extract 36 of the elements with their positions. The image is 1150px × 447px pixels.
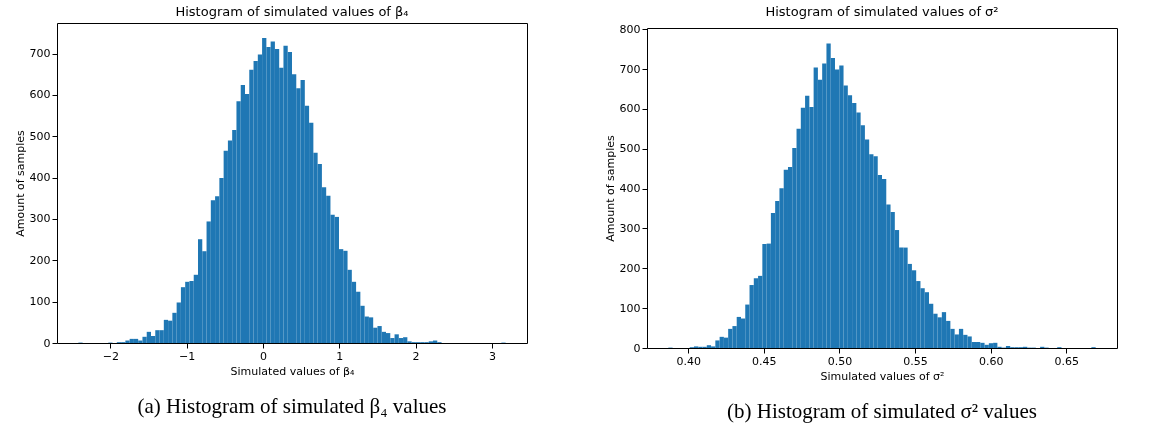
y-axis-title: Amount of samples xyxy=(603,134,617,242)
x-tick-label: −2 xyxy=(102,349,120,363)
y-tick-label: 100 xyxy=(29,295,51,309)
chart-title: Histogram of simulated values of β₄ xyxy=(175,4,409,19)
y-tick-label: 700 xyxy=(619,62,641,76)
y-tick-label: 500 xyxy=(29,129,51,143)
y-tick-label: 0 xyxy=(43,336,51,350)
chart-title: Histogram of simulated values of σ² xyxy=(765,4,999,20)
y-tick-label: 400 xyxy=(29,171,51,185)
y-tick-label: 800 xyxy=(619,22,641,36)
x-tick-label: 0.40 xyxy=(676,354,701,368)
y-tick-label: 300 xyxy=(619,221,641,235)
x-tick-label: 0.50 xyxy=(827,354,853,368)
y-tick-label: 500 xyxy=(619,142,641,156)
y-tick-label: 100 xyxy=(619,301,641,315)
y-tick-label: 600 xyxy=(29,88,51,102)
x-tick-label: 0.60 xyxy=(978,354,1004,368)
y-tick-label: 200 xyxy=(619,261,641,275)
y-tick-label: 300 xyxy=(29,212,51,226)
y-tick-label: 600 xyxy=(619,102,641,116)
x-tick-label: −1 xyxy=(179,349,196,363)
y-tick-label: 400 xyxy=(619,182,641,196)
y-axis-title: Amount of samples xyxy=(13,129,27,237)
x-tick-label: 0.55 xyxy=(903,354,928,368)
x-tick-label: 0 xyxy=(260,349,268,363)
y-tick-label: 700 xyxy=(29,47,51,61)
x-tick-label: 3 xyxy=(488,349,496,363)
x-tick-label: 0.65 xyxy=(1054,354,1080,368)
x-tick-label: 0.45 xyxy=(752,354,777,368)
text: (b) Histogram of simulated σ² values xyxy=(727,399,1037,423)
x-tick-label: 1 xyxy=(336,349,344,363)
text: (a) Histogram of simulated β₄ values xyxy=(137,394,447,418)
x-tick-label: 2 xyxy=(412,349,420,363)
x-axis-title: Simulated values of β₄ xyxy=(230,364,356,378)
y-tick-label: 200 xyxy=(29,253,51,267)
x-axis-title: Simulated values of σ² xyxy=(820,369,945,383)
